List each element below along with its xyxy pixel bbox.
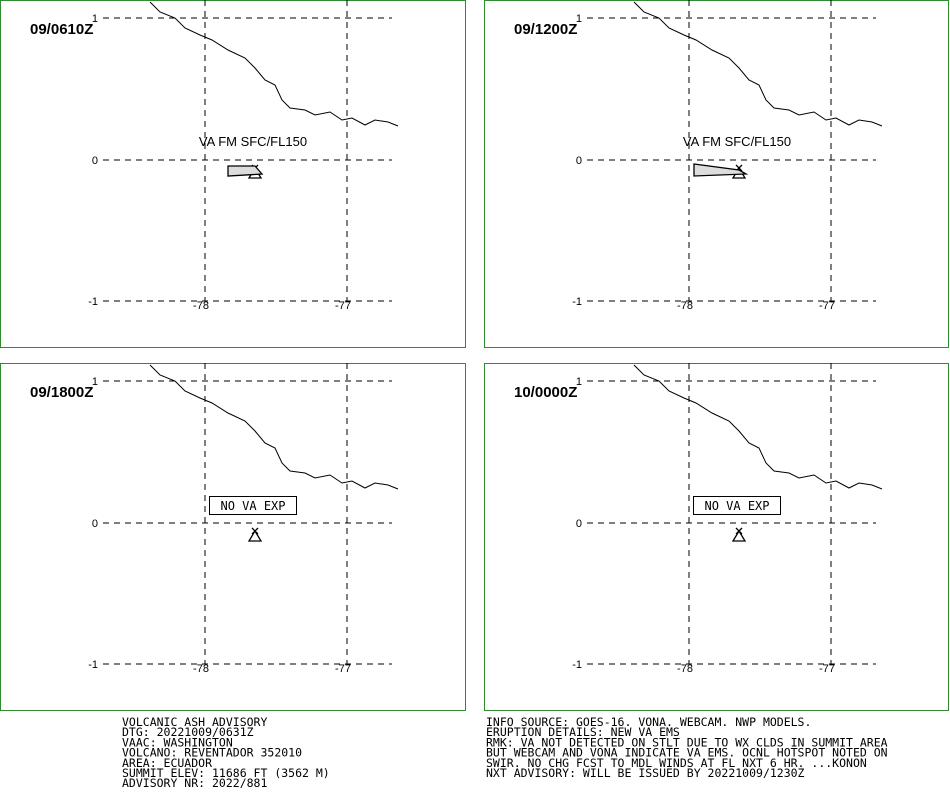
panel-border — [0, 0, 466, 348]
annotation-box — [209, 496, 297, 515]
coastline — [149, 364, 399, 490]
map-panel: 1 0 -1 -78 -77 09/1800Z NO VA EXP — [0, 363, 466, 711]
advisory-line: VOLCANO: REVENTADOR 352010 — [122, 746, 302, 760]
lat-label: -1 — [572, 659, 582, 671]
valid-time: 10/0000Z — [514, 384, 577, 401]
lon-label: -77 — [819, 300, 835, 312]
lon-label: -77 — [335, 300, 351, 312]
advisory-line: VAAC: WASHINGTON — [122, 735, 233, 749]
advisory-line: AREA: ECUADOR — [122, 756, 212, 770]
lon-label: -77 — [819, 663, 835, 675]
lat-label: 0 — [576, 518, 582, 530]
ash-annotation: VA FM SFC/FL150 — [683, 134, 791, 149]
lon-label: -78 — [193, 663, 209, 675]
advisory-line: ADVISORY NR: 2022/881 — [122, 776, 267, 790]
map-panel: 1 0 -1 -78 -77 09/1200Z VA FM SFC/FL150 — [484, 0, 949, 348]
advisory-line: VOLCANIC ASH ADVISORY — [122, 715, 267, 729]
valid-time: 09/1800Z — [30, 384, 93, 401]
annotation-box — [693, 496, 781, 515]
ash-area — [227, 165, 264, 177]
panel-border — [484, 363, 949, 711]
advisory-line: DTG: 20221009/0631Z — [122, 725, 254, 739]
advisory-line: SUMMIT ELEV: 11686 FT (3562 M) — [122, 766, 330, 780]
advisory-line: ERUPTION DETAILS: NEW VA EMS — [486, 725, 680, 739]
lon-label: -77 — [335, 663, 351, 675]
advisory-line: SWIR. NO CHG FCST TO MDL WINDS AT FL NXT… — [486, 756, 867, 770]
coastline — [633, 364, 883, 490]
ash-annotation: NO VA EXP — [704, 499, 769, 513]
ash-area — [693, 163, 749, 177]
coastline — [633, 1, 883, 127]
lat-label: 1 — [92, 13, 98, 25]
map-panel: 1 0 -1 -78 -77 10/0000Z NO VA EXP — [484, 363, 949, 711]
panel-border — [484, 0, 949, 348]
coastline — [149, 1, 399, 127]
advisory-line: BUT WEBCAM AND VONA INDICATE VA EMS. OCN… — [486, 746, 888, 760]
valid-time: 09/1200Z — [514, 21, 577, 38]
valid-time: 09/0610Z — [30, 21, 93, 38]
lat-label: 1 — [576, 13, 582, 25]
panel-border — [0, 363, 466, 711]
lon-label: -78 — [677, 300, 693, 312]
advisory-line: RMK: VA NOT DETECTED ON STLT DUE TO WX C… — [486, 735, 888, 749]
ash-annotation: NO VA EXP — [220, 499, 285, 513]
advisory-line: NXT ADVISORY: WILL BE ISSUED BY 20221009… — [486, 766, 805, 780]
lon-label: -78 — [677, 663, 693, 675]
lat-label: 1 — [576, 376, 582, 388]
lat-label: 0 — [576, 155, 582, 167]
lat-label: -1 — [572, 296, 582, 308]
volcano-symbol — [731, 527, 747, 542]
lat-label: -1 — [88, 659, 98, 671]
map-panel: 1 0 -1 -78 -77 09/0610Z VA FM SFC/FL150 — [0, 0, 466, 348]
lon-label: -78 — [193, 300, 209, 312]
advisory-line: INFO SOURCE: GOES-16. VONA. WEBCAM. NWP … — [486, 715, 811, 729]
volcano-symbol — [247, 527, 263, 542]
lat-label: 0 — [92, 155, 98, 167]
lat-label: 0 — [92, 518, 98, 530]
ash-annotation: VA FM SFC/FL150 — [199, 134, 307, 149]
lat-label: -1 — [88, 296, 98, 308]
lat-label: 1 — [92, 376, 98, 388]
